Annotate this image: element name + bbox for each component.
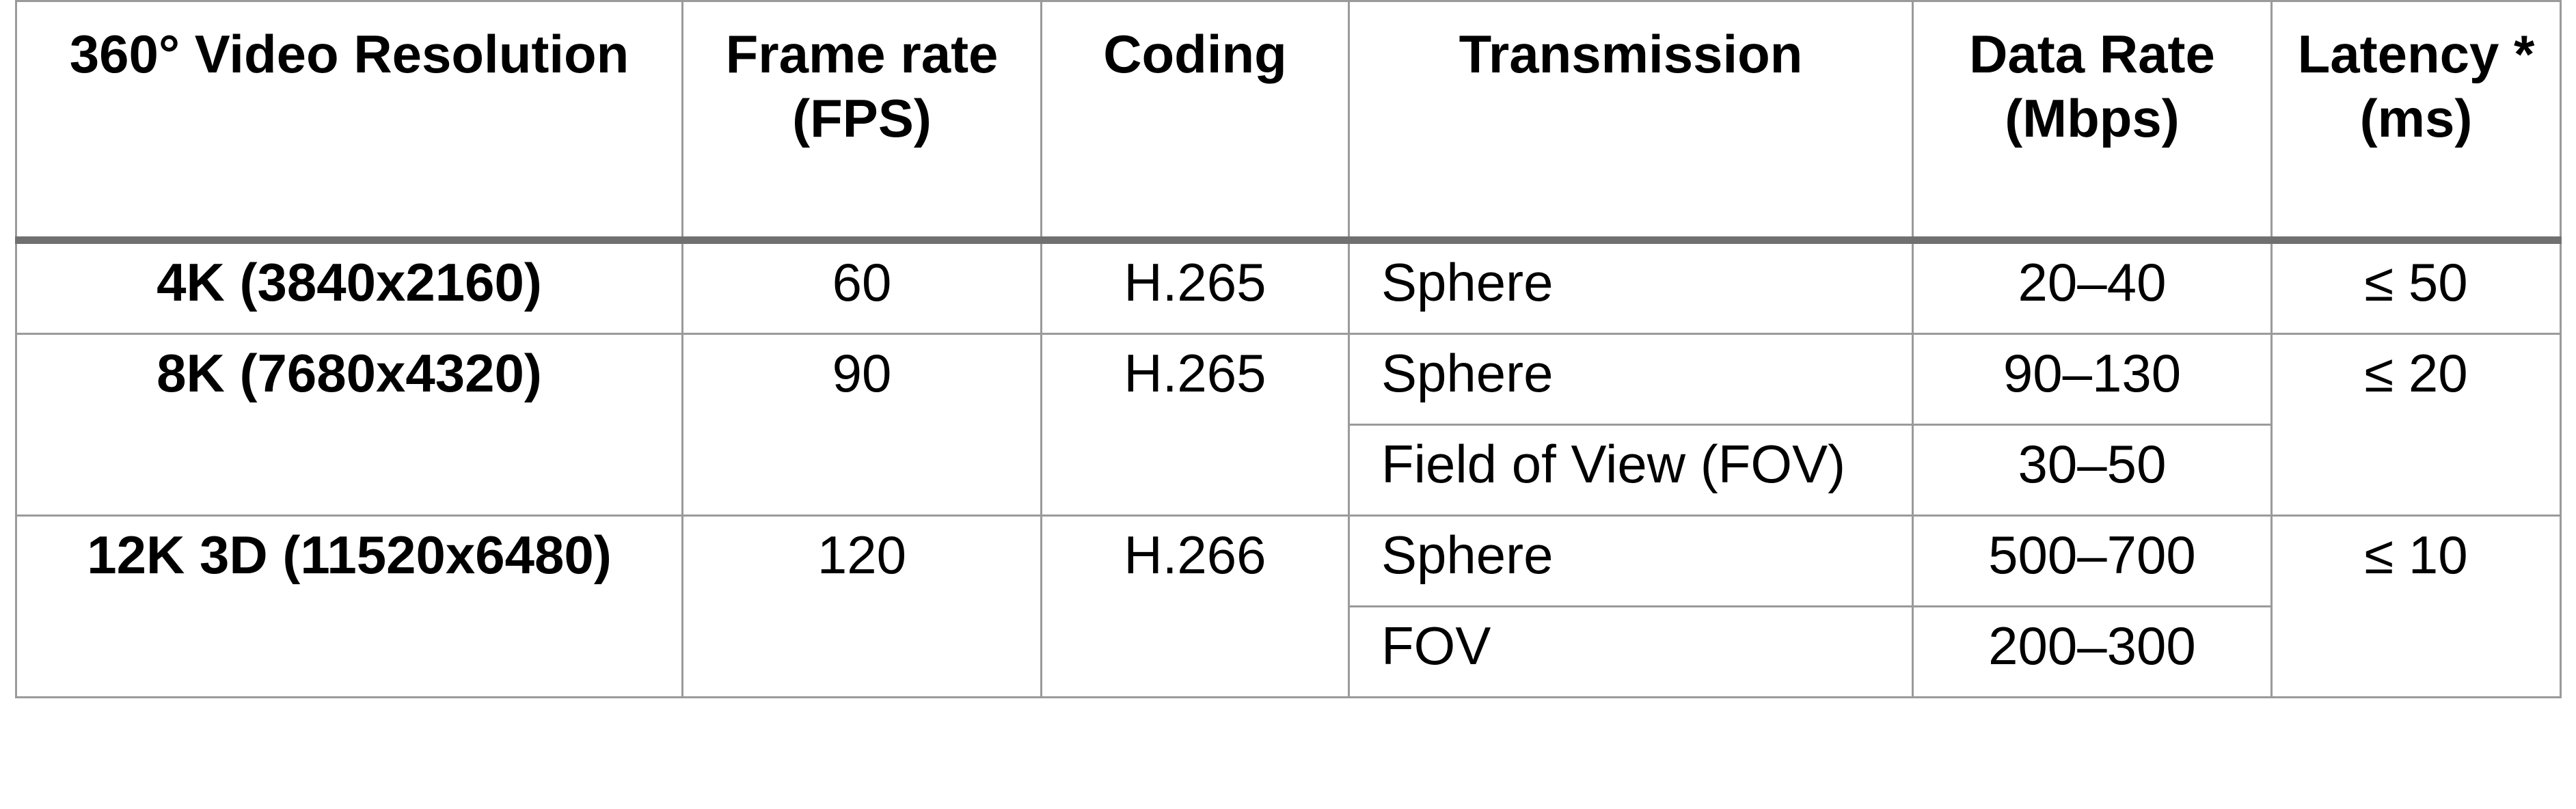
header-resolution: 360° Video Resolution bbox=[15, 0, 683, 244]
resolution-cell: 4K (3840x2160) bbox=[15, 239, 683, 335]
header-transmission: Transmission bbox=[1348, 0, 1914, 244]
resolution-cell: 12K 3D (11520x6480) bbox=[15, 515, 683, 698]
transmission-cell: FOV bbox=[1348, 605, 1914, 698]
coding-cell: H.266 bbox=[1040, 515, 1350, 698]
header-data-rate: Data Rate (Mbps) bbox=[1912, 0, 2273, 244]
header-row: 360° Video Resolution Frame rate (FPS) C… bbox=[15, 0, 2562, 244]
table-row: 4K (3840x2160) 60 H.265 Sphere 20–40 ≤ 5… bbox=[15, 239, 2562, 335]
transmission-cell: Sphere bbox=[1348, 333, 1914, 426]
header-frame-rate: Frame rate (FPS) bbox=[681, 0, 1042, 244]
latency-cell: ≤ 50 bbox=[2270, 239, 2562, 335]
frame-rate-cell: 60 bbox=[681, 239, 1042, 335]
coding-cell: H.265 bbox=[1040, 333, 1350, 517]
transmission-cell: Field of View (FOV) bbox=[1348, 424, 1914, 517]
table-row: 12K 3D (11520x6480) 120 H.266 Sphere 500… bbox=[15, 515, 2562, 698]
transmission-cell: Sphere bbox=[1348, 239, 1914, 335]
coding-cell: H.265 bbox=[1040, 239, 1350, 335]
data-rate-cell: 30–50 bbox=[1912, 424, 2273, 517]
transmission-cell: Sphere bbox=[1348, 515, 1914, 607]
frame-rate-cell: 90 bbox=[681, 333, 1042, 517]
data-rate-cell: 500–700 bbox=[1912, 515, 2273, 607]
frame-rate-cell: 120 bbox=[681, 515, 1042, 698]
latency-cell: ≤ 10 bbox=[2270, 515, 2562, 698]
video-spec-table: 360° Video Resolution Frame rate (FPS) C… bbox=[15, 0, 2562, 698]
table-row: 8K (7680x4320) 90 H.265 Sphere 90–130 ≤ … bbox=[15, 333, 2562, 517]
data-rate-cell: 90–130 bbox=[1912, 333, 2273, 426]
header-coding: Coding bbox=[1040, 0, 1350, 244]
table-subrow: Field of View (FOV) 30–50 bbox=[16, 424, 2561, 517]
header-latency: Latency * (ms) bbox=[2270, 0, 2562, 244]
data-rate-cell: 200–300 bbox=[1912, 605, 2273, 698]
resolution-cell: 8K (7680x4320) bbox=[15, 333, 683, 517]
data-rate-cell: 20–40 bbox=[1912, 239, 2273, 335]
table-subrow: FOV 200–300 bbox=[16, 605, 2561, 698]
latency-cell: ≤ 20 bbox=[2270, 333, 2562, 517]
